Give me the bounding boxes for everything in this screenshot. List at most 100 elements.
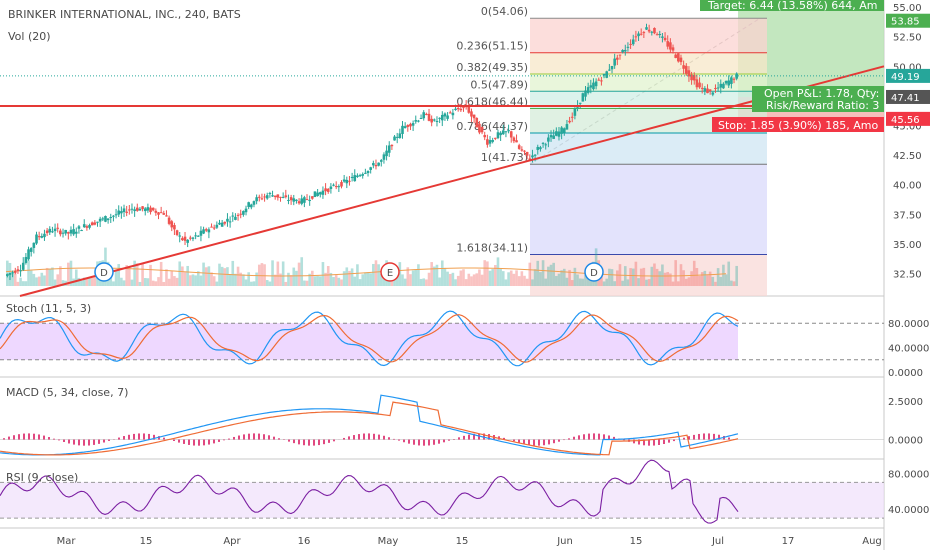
candle-body	[6, 274, 9, 276]
candle-body	[276, 194, 280, 198]
volume-bar	[204, 267, 208, 286]
candle-body	[181, 238, 184, 241]
volume-bar	[448, 273, 452, 286]
volume-bar	[149, 264, 152, 286]
volume-bar	[379, 273, 383, 286]
candle-body	[663, 37, 667, 41]
volume-bar	[714, 281, 717, 286]
candle-body	[220, 222, 224, 227]
candle-body	[165, 215, 168, 217]
volume-bar	[340, 279, 343, 286]
event-label: D	[590, 268, 598, 279]
target-price-tag[interactable]: 53.85	[886, 13, 930, 28]
candle-body	[600, 80, 603, 82]
candle-body	[608, 69, 611, 71]
stop-price-tag[interactable]: 45.56	[886, 111, 930, 126]
candle-body	[541, 142, 545, 144]
candle-body	[353, 175, 357, 182]
volume-bar	[226, 267, 229, 286]
time-tick-label: Apr	[223, 536, 241, 547]
volume-bar	[637, 278, 640, 286]
candle-body	[398, 133, 402, 138]
candle-body	[125, 211, 128, 213]
target-box[interactable]: Target: 6.44 (13.58%) 644, Am	[700, 0, 884, 12]
volume-bar	[661, 264, 664, 286]
candle-body	[422, 112, 426, 119]
volume-bar	[645, 279, 648, 286]
fib-level-label-2: 0.382(49.35)	[456, 61, 528, 74]
entry-price-tag[interactable]: 47.41	[886, 89, 930, 104]
volume-bar	[236, 266, 240, 286]
candle-body	[515, 140, 518, 143]
volume-bar	[724, 274, 728, 286]
candle-body	[703, 88, 707, 92]
candle-body	[358, 175, 362, 177]
candle-body	[525, 151, 529, 156]
volume-bar	[464, 279, 468, 286]
price-tick-label: 40.00	[893, 181, 922, 192]
candle-body	[462, 107, 465, 109]
volume-bar	[531, 279, 534, 286]
volume-bar	[263, 264, 266, 286]
stop-box[interactable]: Stop: 1.85 (3.90%) 185, Amo	[712, 117, 884, 132]
candle-body	[440, 114, 444, 121]
candle-body	[53, 228, 57, 232]
candle-body	[629, 43, 632, 45]
candle-body	[151, 207, 155, 211]
volume-bar	[703, 270, 707, 286]
stoch-d-line	[0, 314, 739, 363]
volume-bar	[260, 263, 264, 286]
ascending-trendline[interactable]	[19, 65, 885, 297]
volume-bar	[515, 270, 518, 286]
candle-body	[279, 196, 282, 198]
volume-bar	[29, 270, 33, 286]
candle-body	[523, 150, 526, 152]
candle-body	[650, 31, 654, 33]
candle-body	[255, 197, 258, 202]
volume-bar	[398, 262, 402, 286]
trendlines[interactable]	[0, 65, 885, 297]
candle-body	[438, 117, 441, 119]
volume-bar	[32, 273, 36, 286]
event-marker-earnings[interactable]: E	[380, 262, 400, 282]
candle-body	[228, 221, 232, 223]
macd-label: MACD (5, 34, close, 7)	[6, 386, 128, 399]
volume-bar	[523, 275, 526, 286]
volume-bar	[112, 281, 115, 286]
candle-body	[724, 81, 728, 84]
open-pnl-box[interactable]: Open P&L: 1.78, Qty: Risk/Reward Ratio: …	[752, 86, 884, 112]
candle-body	[573, 108, 577, 116]
event-marker-dividend[interactable]: D	[584, 262, 604, 282]
candle-body	[106, 218, 110, 221]
volume-bar	[663, 272, 667, 286]
candle-body	[24, 257, 28, 263]
volume-bar	[438, 277, 441, 286]
candle-body	[433, 119, 436, 121]
volume-bar	[67, 262, 70, 286]
time-tick-label: Jun	[556, 536, 573, 547]
candle-body	[122, 208, 126, 213]
volume-bar	[520, 271, 524, 286]
candle-body	[56, 227, 60, 229]
price-axis[interactable]: 55.0052.5050.0047.5045.0042.5040.0037.50…	[886, 3, 930, 516]
volume-bar	[573, 267, 577, 286]
candle-body	[244, 208, 248, 213]
fibonacci-retracement[interactable]: 0(54.06) 0.236(51.15) 0.382(49.35) 0.5(47.8…	[456, 5, 767, 296]
volume-bar	[706, 275, 709, 286]
volume-bar	[406, 267, 410, 286]
osc-tick-label: 40.0000	[888, 344, 929, 355]
volume-bar	[372, 263, 375, 286]
volume-bar	[284, 281, 288, 286]
event-marker-dividend[interactable]: D	[94, 262, 114, 282]
candle-body	[350, 176, 354, 178]
candle-body	[154, 210, 158, 213]
candle-body	[387, 145, 391, 153]
volume-bar	[639, 268, 643, 286]
volume-bar	[321, 262, 325, 286]
current-price-tag[interactable]: 49.19	[886, 68, 930, 83]
time-axis[interactable]: Mar 15 Apr 16 May 15 Jun 15 Jul 17 Aug	[57, 536, 882, 547]
volume-bar	[491, 269, 494, 286]
volume-bar	[528, 262, 532, 286]
